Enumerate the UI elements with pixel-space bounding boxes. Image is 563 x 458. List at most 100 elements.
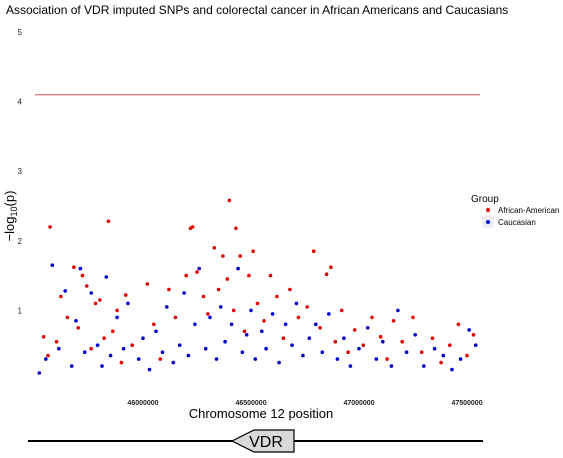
point-caucasian xyxy=(422,364,426,368)
x-axis-label: Chromosome 12 position xyxy=(189,406,334,421)
point-caucasian xyxy=(389,364,394,368)
point-african-american xyxy=(221,254,225,258)
point-caucasian xyxy=(294,301,299,306)
point-african-american xyxy=(145,282,150,286)
point-african-american xyxy=(456,322,461,327)
point-caucasian xyxy=(115,315,119,320)
point-caucasian xyxy=(141,336,145,341)
legend-item-african-american: African-American xyxy=(486,206,559,215)
point-caucasian xyxy=(57,346,61,351)
point-caucasian xyxy=(342,336,346,341)
y-axis-label: −log10(p) xyxy=(2,191,19,242)
point-african-american xyxy=(123,293,128,297)
point-african-american xyxy=(352,328,357,332)
point-african-american xyxy=(318,326,322,330)
x-tick-label: 46000000 xyxy=(127,400,158,407)
point-african-american xyxy=(65,315,70,320)
point-african-american xyxy=(419,350,424,355)
y-tick-label: 3 xyxy=(18,167,23,176)
point-caucasian xyxy=(223,339,227,344)
point-caucasian xyxy=(104,275,109,279)
point-caucasian xyxy=(177,343,182,348)
legend-label-caucasian: Caucasian xyxy=(498,218,536,227)
point-caucasian xyxy=(301,353,305,358)
point-caucasian xyxy=(413,333,418,337)
point-african-american xyxy=(471,333,476,337)
point-african-american xyxy=(216,287,221,292)
point-african-american xyxy=(111,329,115,334)
point-caucasian xyxy=(186,353,191,358)
point-caucasian xyxy=(108,353,113,358)
vdr-gene-arrow xyxy=(230,429,295,453)
y-tick-label: 2 xyxy=(18,237,23,246)
point-caucasian xyxy=(381,339,385,344)
x-tick-label: 47500000 xyxy=(451,400,482,407)
x-axis-ticks: 46000000 46500000 47000000 47500000 xyxy=(127,400,482,407)
point-african-american xyxy=(227,198,232,203)
svg-text:−log10(p): −log10(p) xyxy=(2,191,19,242)
point-caucasian xyxy=(290,343,294,348)
point-caucasian xyxy=(165,305,169,309)
point-african-american xyxy=(238,254,242,258)
point-african-american xyxy=(234,226,238,231)
y-tick-label: 4 xyxy=(18,98,23,107)
point-caucasian xyxy=(95,343,100,348)
point-caucasian xyxy=(121,346,126,351)
point-african-american xyxy=(201,294,206,299)
y-axis-ticks: 1 2 3 4 5 xyxy=(18,28,23,315)
point-caucasian xyxy=(432,346,437,351)
point-african-american xyxy=(255,301,260,306)
point-caucasian xyxy=(219,305,223,309)
point-caucasian xyxy=(441,353,446,358)
point-caucasian xyxy=(126,301,130,306)
point-african-american xyxy=(370,315,374,320)
point-african-american xyxy=(184,273,188,278)
point-african-american xyxy=(190,225,195,229)
point-african-american xyxy=(59,294,63,299)
x-tick-label: 47000000 xyxy=(343,400,374,407)
point-african-american xyxy=(305,305,310,309)
point-caucasian xyxy=(171,360,176,365)
point-caucasian xyxy=(229,322,234,327)
point-african-american xyxy=(167,287,171,292)
point-african-american xyxy=(296,315,301,320)
point-caucasian xyxy=(260,329,264,334)
point-african-american xyxy=(430,336,435,341)
point-caucasian xyxy=(244,333,249,337)
point-caucasian xyxy=(78,266,83,271)
point-caucasian xyxy=(240,350,245,355)
point-caucasian xyxy=(283,322,288,327)
point-african-american xyxy=(346,350,351,355)
point-caucasian xyxy=(236,266,240,271)
point-african-american xyxy=(206,312,210,316)
point-african-american xyxy=(311,249,316,253)
point-african-american xyxy=(54,339,59,344)
point-caucasian xyxy=(182,291,186,295)
point-african-american xyxy=(268,273,273,278)
chart-title: Association of VDR imputed SNPs and colo… xyxy=(6,3,508,17)
gene-track: VDR xyxy=(28,429,483,453)
legend-item-caucasian: Caucasian xyxy=(482,216,536,228)
point-caucasian xyxy=(365,326,370,330)
point-caucasian xyxy=(44,357,48,361)
point-caucasian xyxy=(203,346,208,351)
point-african-american xyxy=(333,339,338,344)
point-caucasian xyxy=(136,357,141,361)
point-african-american xyxy=(465,353,469,358)
point-caucasian xyxy=(197,266,201,271)
point-african-american xyxy=(158,357,163,361)
point-african-american xyxy=(119,360,124,365)
point-african-american xyxy=(411,315,415,320)
point-caucasian xyxy=(473,343,478,348)
point-african-american xyxy=(195,270,199,274)
point-caucasian xyxy=(253,357,258,361)
point-caucasian xyxy=(89,291,93,295)
point-caucasian xyxy=(396,308,400,313)
point-caucasian xyxy=(320,350,325,355)
point-caucasian xyxy=(37,371,42,375)
vdr-gene-label: VDR xyxy=(249,434,283,451)
point-african-american xyxy=(288,287,292,292)
point-african-american xyxy=(41,335,46,339)
legend-marker-caucasian xyxy=(486,220,490,224)
point-african-american xyxy=(46,353,50,358)
